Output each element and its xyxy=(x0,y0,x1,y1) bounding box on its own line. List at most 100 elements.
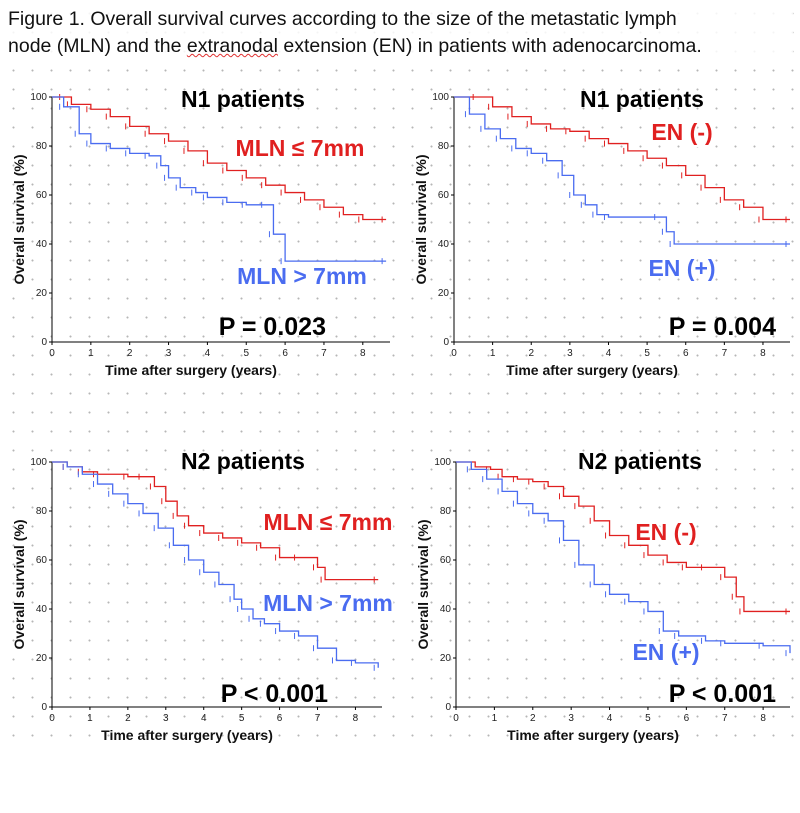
x-tick-label: 5 xyxy=(645,713,651,724)
x-tick-label: 7 xyxy=(722,348,728,359)
survival-curve-blue xyxy=(52,96,387,262)
y-tick-label: 40 xyxy=(36,604,48,615)
x-tick-label: 4 xyxy=(205,348,211,359)
chart-svg: 0 20 40 60 80 100 0 1 2 3 4 5 6 7 8 Time after surgery … xyxy=(11,86,390,378)
x-tick-label: 2 xyxy=(125,713,131,724)
x-tick-label: 5 xyxy=(644,348,650,359)
x-tick-label: 2 xyxy=(530,713,536,724)
y-tick-label: 20 xyxy=(440,653,452,664)
x-axis-label: Time after surgery (years) xyxy=(101,727,273,743)
y-tick-label: 40 xyxy=(36,239,48,250)
x-tick-label: 3 xyxy=(567,348,573,359)
chart-svg: 0 20 40 60 80 100 0 1 2 3 4 5 6 7 8 Time after surgery … xyxy=(415,448,791,743)
x-tick-label: 6 xyxy=(683,348,689,359)
y-tick-label: 0 xyxy=(41,702,47,713)
y-tick-label: 80 xyxy=(36,141,48,152)
survival-curve-blue xyxy=(454,96,790,245)
chart-panel-n1-en: 0 20 40 60 80 100 0 1 2 3 4 5 6 7 8 Time after surgery … xyxy=(400,80,800,448)
figure-caption: Figure 1. Overall survival curves accord… xyxy=(8,6,793,60)
y-tick-label: 80 xyxy=(440,506,452,517)
x-axis-label: Time after surgery (years) xyxy=(506,362,678,378)
y-axis-label: Overall survival (%) xyxy=(11,520,27,650)
chart-panel-n2-mln: 0 20 40 60 80 100 0 1 2 3 4 5 6 7 8 Time after surgery … xyxy=(0,445,400,813)
x-tick-label: 2 xyxy=(528,348,534,359)
series-label: EN (+) xyxy=(648,255,715,281)
caption-underlined-word: extranodal xyxy=(186,35,278,57)
x-tick-label: 7 xyxy=(321,348,327,359)
y-tick-label: 80 xyxy=(438,141,450,152)
y-tick-label: 40 xyxy=(440,604,452,615)
caption-line-2: node (MLN) and the extranodal extension … xyxy=(8,33,793,60)
series-label: MLN > 7mm xyxy=(263,590,393,616)
y-axis-label: Overall survival (%) xyxy=(415,520,431,650)
x-tick-label: 8 xyxy=(353,713,359,724)
x-tick-label: 0 xyxy=(49,713,55,724)
panel-title: N1 patients xyxy=(181,86,305,112)
survival-curve-red xyxy=(454,96,790,221)
x-tick-label: 1 xyxy=(88,348,94,359)
series-label: EN (+) xyxy=(632,639,699,665)
x-axis-label: Time after surgery (years) xyxy=(507,727,679,743)
y-tick-label: 60 xyxy=(36,555,48,566)
y-tick-label: 40 xyxy=(438,239,450,250)
x-tick-label: 4 xyxy=(607,713,613,724)
x-tick-label: 8 xyxy=(760,713,766,724)
x-tick-label: 5 xyxy=(243,348,249,359)
chart-panel-n1-mln: 0 20 40 60 80 100 0 1 2 3 4 5 6 7 8 Time after surgery … xyxy=(0,80,400,448)
survival-curve-red xyxy=(52,96,387,221)
panel-title: N1 patients xyxy=(580,86,704,112)
y-tick-label: 100 xyxy=(30,457,47,468)
y-tick-label: 60 xyxy=(440,555,452,566)
chart-panel-n2-en: 0 20 40 60 80 100 0 1 2 3 4 5 6 7 8 Time after surgery … xyxy=(400,445,800,813)
y-tick-label: 100 xyxy=(434,457,451,468)
x-tick-label: 0 xyxy=(451,348,457,359)
y-tick-label: 60 xyxy=(36,190,48,201)
survival-curve-blue xyxy=(52,461,379,668)
caption-line-2-pre: node (MLN) and the xyxy=(8,35,187,57)
x-tick-label: 4 xyxy=(606,348,612,359)
y-tick-label: 100 xyxy=(432,92,449,103)
p-value: P = 0.004 xyxy=(669,313,776,341)
y-tick-label: 20 xyxy=(438,288,450,299)
x-tick-label: 0 xyxy=(49,348,55,359)
p-value: P < 0.001 xyxy=(669,680,776,708)
panel-title: N2 patients xyxy=(578,448,702,474)
x-tick-label: 0 xyxy=(453,713,459,724)
p-value: P = 0.023 xyxy=(219,313,326,341)
survival-curve-blue xyxy=(456,461,791,654)
y-tick-label: 20 xyxy=(36,653,48,664)
survival-curve-red xyxy=(52,461,379,581)
y-tick-label: 80 xyxy=(36,506,48,517)
x-tick-label: 3 xyxy=(568,713,574,724)
panel-title: N2 patients xyxy=(181,448,305,474)
series-label: EN (-) xyxy=(651,119,712,145)
x-tick-label: 1 xyxy=(87,713,93,724)
x-tick-label: 3 xyxy=(166,348,172,359)
p-value: P < 0.001 xyxy=(221,680,328,708)
series-label: EN (-) xyxy=(635,519,696,545)
y-axis-label: Overall survival (%) xyxy=(11,155,27,285)
x-axis-label: Time after surgery (years) xyxy=(105,362,277,378)
x-tick-label: 4 xyxy=(201,713,207,724)
x-tick-label: 1 xyxy=(492,713,498,724)
x-tick-label: 7 xyxy=(315,713,321,724)
y-axis-label: Overall survival (%) xyxy=(413,155,429,285)
x-tick-label: 6 xyxy=(282,348,288,359)
x-tick-label: 6 xyxy=(684,713,690,724)
y-tick-label: 0 xyxy=(445,702,451,713)
caption-line-1: Figure 1. Overall survival curves accord… xyxy=(8,8,677,30)
caption-line-2-post: extension (EN) in patients with adenocar… xyxy=(277,35,702,57)
chart-svg: 0 20 40 60 80 100 0 1 2 3 4 5 6 7 8 Time after surgery … xyxy=(11,448,395,743)
chart-svg: 0 20 40 60 80 100 0 1 2 3 4 5 6 7 8 Time after surgery … xyxy=(413,86,790,378)
x-tick-label: 5 xyxy=(239,713,245,724)
x-tick-label: 8 xyxy=(360,348,366,359)
x-tick-label: 3 xyxy=(163,713,169,724)
y-tick-label: 20 xyxy=(36,288,48,299)
series-label: MLN ≤ 7mm xyxy=(236,135,365,161)
y-tick-label: 0 xyxy=(41,337,47,348)
y-tick-label: 100 xyxy=(30,92,47,103)
series-label: MLN > 7mm xyxy=(237,263,367,289)
x-tick-label: 8 xyxy=(760,348,766,359)
y-tick-label: 0 xyxy=(443,337,449,348)
x-tick-label: 7 xyxy=(722,713,728,724)
